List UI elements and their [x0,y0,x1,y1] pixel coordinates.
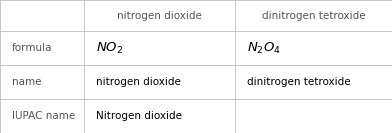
Text: nitrogen dioxide: nitrogen dioxide [96,77,181,87]
Text: nitrogen dioxide: nitrogen dioxide [117,11,202,21]
Text: dinitrogen tetroxide: dinitrogen tetroxide [247,77,350,87]
Text: name: name [12,77,41,87]
Text: $NO_2$: $NO_2$ [96,41,123,56]
Text: Nitrogen dioxide: Nitrogen dioxide [96,111,182,121]
Text: $N_2O_4$: $N_2O_4$ [247,41,281,56]
Text: formula: formula [12,43,52,53]
Text: dinitrogen tetroxide: dinitrogen tetroxide [262,11,365,21]
Text: IUPAC name: IUPAC name [12,111,75,121]
